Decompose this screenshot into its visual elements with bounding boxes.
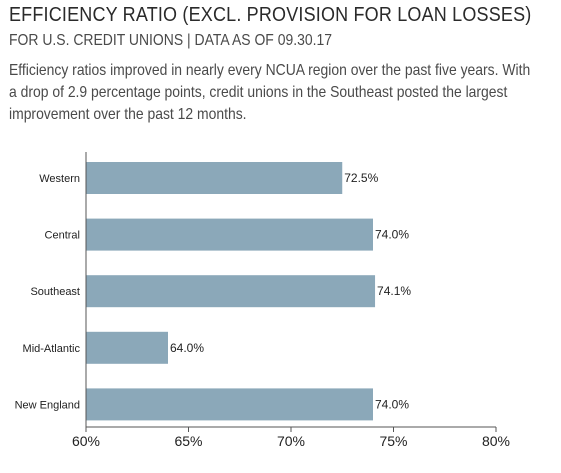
bar	[86, 388, 373, 421]
bar	[86, 331, 168, 364]
x-tick-label: 65%	[174, 433, 202, 449]
bar	[86, 162, 343, 194]
category-label: Mid-Atlantic	[23, 343, 81, 355]
category-label: Southeast	[30, 286, 80, 298]
category-label: New England	[15, 399, 80, 411]
data-label: 64.0%	[170, 341, 204, 355]
chart-title: EFFICIENCY RATIO (EXCL. PROVISION FOR LO…	[9, 4, 532, 26]
x-tick-label: 75%	[379, 433, 407, 449]
data-label: 74.0%	[375, 228, 409, 242]
category-label: Central	[45, 230, 80, 242]
bar	[86, 218, 373, 251]
data-label: 74.1%	[377, 284, 411, 298]
bar	[86, 275, 376, 308]
chart-description: Efficiency ratios improved in nearly eve…	[9, 62, 531, 123]
category-label: Western	[39, 173, 80, 185]
x-tick-label: 70%	[277, 433, 305, 449]
x-tick-label: 60%	[72, 433, 100, 449]
data-label: 74.0%	[375, 397, 409, 411]
bar-chart: Western 72.5% Central 74.0% Southeast 74.1% Mi…	[15, 152, 510, 449]
data-label: 72.5%	[344, 171, 378, 185]
x-tick-label: 80%	[482, 433, 510, 449]
chart-subtitle: FOR U.S. CREDIT UNIONS | DATA AS OF 09.3…	[9, 32, 333, 49]
